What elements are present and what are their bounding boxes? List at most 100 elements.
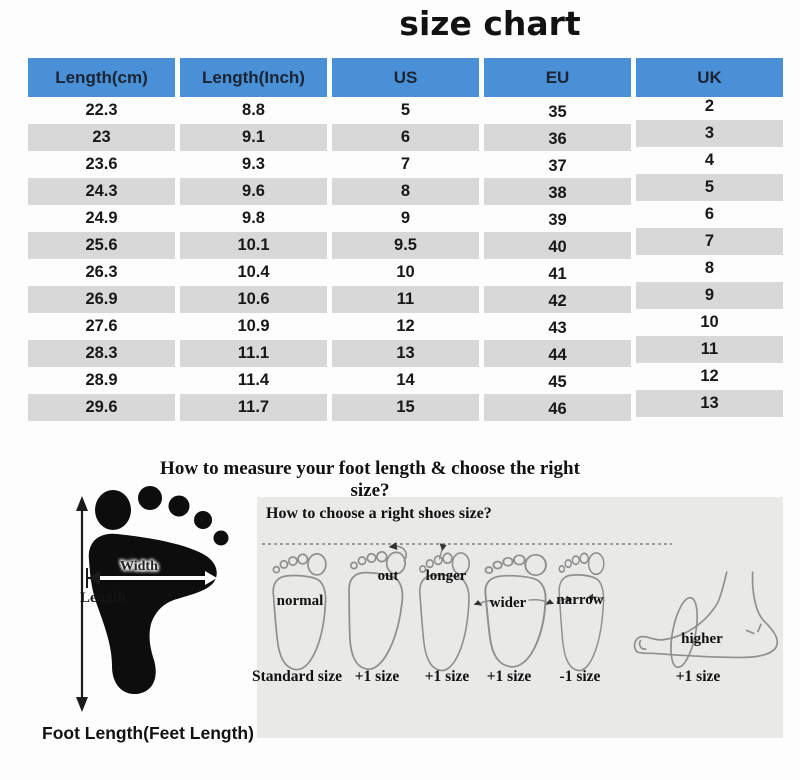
table-cell: 9.1 — [180, 124, 327, 151]
table-cell: 10 — [396, 263, 415, 281]
size-label-wider: +1 size — [486, 668, 532, 685]
table-cell: 44 — [484, 340, 631, 367]
table-cell: 46 — [484, 394, 631, 421]
table-cell: 10.9 — [237, 317, 270, 335]
table-cell: 45 — [548, 373, 567, 391]
foot-label-higher: higher — [681, 631, 723, 647]
table-cell: 9.6 — [180, 178, 327, 205]
table-row: 23 9.1 6 36 3 — [28, 120, 783, 151]
table-row: 22.3 8.8 5 35 2 — [28, 97, 783, 124]
table-cell: 9 — [636, 282, 783, 309]
foot-label-wider: wider — [489, 595, 527, 611]
table-cell: 26.9 — [28, 286, 175, 313]
table-cell: 23 — [28, 124, 175, 151]
table-cell: 9.5 — [332, 232, 479, 259]
foot-label-out: out — [377, 568, 399, 584]
table-cell: 42 — [484, 286, 631, 313]
length-label: Length — [80, 590, 126, 606]
size-label-out: +1 size — [354, 668, 400, 685]
table-header-row: Length(cm) Length(Inch) US EU UK — [28, 58, 783, 97]
table-row: 28.3 11.1 13 44 11 — [28, 336, 783, 367]
foot-length-caption: Foot Length(Feet Length) — [42, 723, 254, 743]
table-cell: 40 — [484, 232, 631, 259]
table-row: 26.9 10.6 11 42 9 — [28, 282, 783, 313]
foot-outline-normal — [272, 553, 327, 671]
table-cell: 25.6 — [28, 232, 175, 259]
size-label-standard: Standard size — [252, 668, 342, 685]
length-arrow-icon — [76, 496, 88, 712]
table-cell: 7 — [400, 155, 411, 173]
table-cell: 37 — [548, 157, 567, 175]
table-row: 24.9 9.8 9 39 6 — [28, 205, 783, 232]
table-cell: 9.3 — [242, 155, 265, 173]
table-cell: 13 — [636, 390, 783, 417]
table-cell: 9 — [400, 209, 411, 227]
footprint-icon — [88, 486, 229, 695]
table-cell: 8 — [332, 178, 479, 205]
size-label-longer: +1 size — [424, 668, 470, 685]
table-cell: 11 — [636, 336, 783, 363]
table-cell: 9.8 — [242, 209, 265, 227]
table-cell: 10.6 — [180, 286, 327, 313]
table-cell: 28.9 — [85, 371, 118, 389]
table-cell: 8 — [704, 259, 715, 277]
table-cell: 5 — [636, 174, 783, 201]
table-cell: 38 — [484, 178, 631, 205]
table-row: 25.6 10.1 9.5 40 7 — [28, 228, 783, 259]
table-cell: 2 — [704, 97, 715, 115]
table-cell: 27.6 — [85, 317, 118, 335]
table-row: 26.3 10.4 10 41 8 — [28, 259, 783, 286]
table-row: 23.6 9.3 7 37 4 — [28, 151, 783, 178]
table-cell: 10 — [700, 313, 719, 331]
measure-heading: How to measure your foot length & choose… — [160, 458, 580, 501]
table-cell: 11.1 — [180, 340, 327, 367]
table-cell: 41 — [548, 265, 567, 283]
table-cell: 43 — [548, 319, 567, 337]
table-cell: 28.3 — [28, 340, 175, 367]
table-row: 27.6 10.9 12 43 10 — [28, 313, 783, 340]
foot-outline-higher — [633, 571, 779, 669]
table-cell: 36 — [484, 124, 631, 151]
foot-label-normal: normal — [276, 593, 324, 609]
table-cell: 14 — [396, 371, 415, 389]
table-cell: 35 — [548, 103, 567, 121]
foot-outline-out — [342, 542, 407, 673]
table-cell: 23.6 — [85, 155, 118, 173]
table-cell: 22.3 — [85, 101, 118, 119]
table-row: 29.6 11.7 15 46 13 — [28, 390, 783, 421]
table-cell: 10.1 — [180, 232, 327, 259]
choose-size-panel: How to choose a right shoes size? — [252, 497, 783, 738]
table-cell: 6 — [332, 124, 479, 151]
page-title: size chart — [399, 4, 581, 43]
table-row: 24.3 9.6 8 38 5 — [28, 174, 783, 205]
col-header-uk: UK — [636, 58, 783, 97]
table-cell: 11 — [332, 286, 479, 313]
table-cell: 39 — [548, 211, 567, 229]
table-row: 28.9 11.4 14 45 12 — [28, 367, 783, 394]
choose-size-title: How to choose a right shoes size? — [266, 505, 492, 522]
foot-outline-wider — [473, 553, 555, 668]
table-cell: 24.9 — [85, 209, 118, 227]
col-header-length-inch: Length(Inch) — [180, 58, 327, 97]
table-cell: 11.4 — [237, 371, 270, 389]
size-label-higher: +1 size — [675, 668, 721, 685]
foot-label-longer: longer — [425, 568, 467, 584]
col-header-us: US — [332, 58, 479, 97]
table-cell: 26.3 — [85, 263, 118, 281]
width-label: Width — [120, 559, 158, 574]
size-label-narrow: -1 size — [559, 668, 601, 685]
table-cell: 12 — [396, 317, 415, 335]
table-cell: 4 — [704, 151, 715, 169]
table-cell: 13 — [332, 340, 479, 367]
table-cell: 8.8 — [242, 101, 265, 119]
foot-outline-narrow — [556, 552, 605, 672]
table-cell: 29.6 — [28, 394, 175, 421]
table-cell: 15 — [332, 394, 479, 421]
table-cell: 7 — [636, 228, 783, 255]
table-cell: 24.3 — [28, 178, 175, 205]
table-cell: 11.7 — [180, 394, 327, 421]
foot-label-narrow: narrow — [556, 592, 604, 608]
table-cell: 6 — [704, 205, 715, 223]
width-arrow-icon — [86, 568, 217, 588]
